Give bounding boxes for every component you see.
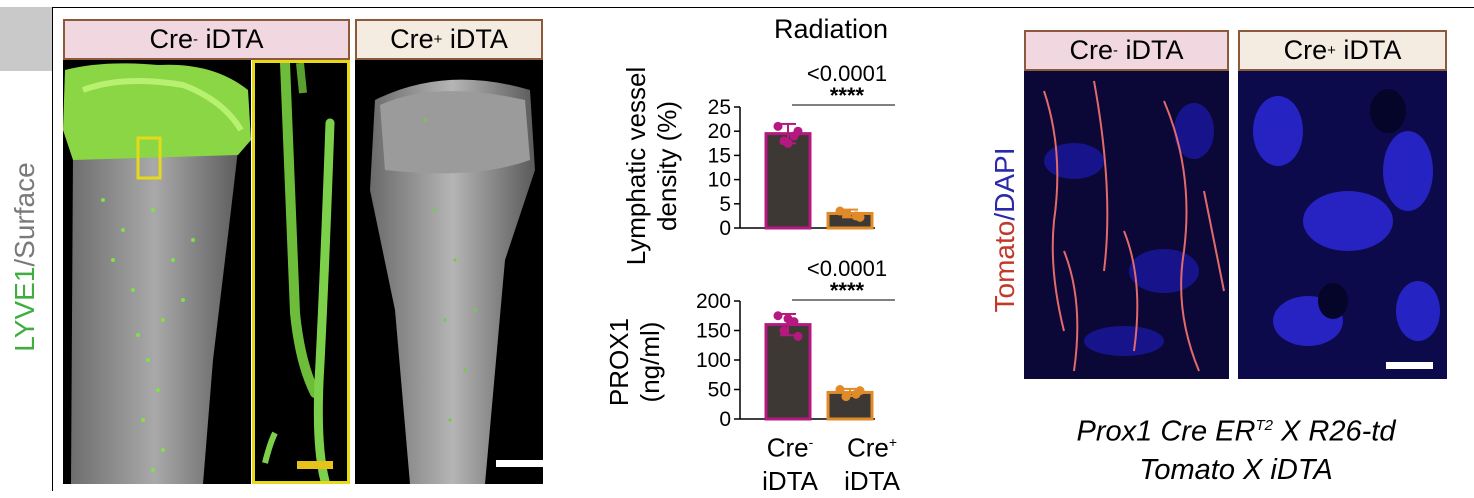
- caption-sup: T2: [1255, 417, 1273, 434]
- frame-left-border: [52, 7, 53, 491]
- fluorescence-panel-cre-neg: [1024, 71, 1229, 379]
- header-text: Cre: [1283, 35, 1328, 65]
- fluorescence-panel-cre-pos: [1238, 71, 1447, 379]
- data-point: [793, 331, 803, 341]
- header-text: Cre: [1069, 35, 1113, 65]
- y-tick-label: 150: [696, 320, 731, 343]
- data-point: [773, 121, 783, 131]
- caption-line2: Tomato X iDTA: [1139, 453, 1333, 486]
- data-point: [841, 208, 851, 218]
- data-point: [855, 212, 865, 222]
- zoom-inset-panel: [252, 60, 350, 484]
- data-point: [835, 385, 845, 394]
- prox1-chart: 0 50 100 150 200 <0.0001****: [696, 256, 895, 431]
- chart2-ylabel: PROX1 (ng/ml): [604, 302, 666, 422]
- data-point: [841, 392, 851, 402]
- bar-1: [826, 390, 874, 421]
- header-text: Cre: [149, 24, 193, 54]
- right-header-cre-pos: Cre + iDTA: [1238, 30, 1447, 71]
- header-text: Cre: [390, 24, 434, 54]
- surface-label: /Surface: [9, 162, 40, 267]
- header-suffix: iDTA: [1335, 35, 1402, 65]
- y-tick-label: 20: [708, 120, 731, 143]
- x-label-line2: iDTA: [844, 465, 900, 496]
- y-tick-label: 15: [708, 144, 731, 167]
- left-header-cre-pos: Cre + iDTA: [355, 19, 543, 60]
- p-value: <0.0001: [807, 256, 887, 281]
- chart2-ylabel-line1: PROX1: [604, 317, 634, 407]
- data-point: [783, 138, 793, 148]
- data-point: [793, 126, 803, 136]
- data-point: [779, 326, 789, 335]
- chart1-ylabel-line1: Lymphatic vessel: [621, 66, 651, 266]
- panel-tab: [0, 7, 52, 71]
- chart2-ylabel-line2: (ng/ml): [635, 321, 665, 403]
- header-sup: -: [193, 31, 198, 48]
- dapi-label: /DAPI: [989, 147, 1020, 221]
- chart1-ylabel: Lymphatic vessel density (%): [621, 66, 683, 266]
- frame-top-border: [52, 7, 1474, 8]
- bar-0: [764, 323, 812, 421]
- header-sup: +: [433, 31, 443, 48]
- y-tick-label: 0: [719, 217, 731, 240]
- x-label-sup: -: [808, 434, 814, 450]
- x-label-cre-pos: Cre+ iDTA: [822, 426, 922, 498]
- x-label-text: Cre: [846, 432, 889, 463]
- left-header-cre-neg: Cre - iDTA: [63, 19, 350, 60]
- header-sup: +: [1327, 42, 1336, 59]
- y-tick-label: 200: [696, 290, 731, 313]
- genotype-caption: Prox1 Cre ERT2 X R26-td Tomato X iDTA: [1016, 407, 1456, 489]
- data-point: [773, 311, 783, 321]
- y-tick-label: 25: [708, 96, 731, 119]
- caption-text: Prox1 Cre ER: [1076, 415, 1256, 448]
- data-point: [855, 386, 865, 396]
- p-value: <0.0001: [807, 61, 887, 86]
- y-tick-label: 0: [719, 408, 731, 431]
- data-point: [783, 314, 793, 324]
- chart-condition-title: Radiation: [774, 14, 889, 44]
- x-label-sup: +: [888, 434, 898, 450]
- left-side-label: LYVE1/Surface: [8, 147, 42, 367]
- tomato-label: Tomato: [989, 220, 1020, 313]
- significance-stars: ****: [830, 278, 865, 303]
- y-tick-label: 10: [708, 169, 731, 192]
- significance-stars: ****: [830, 83, 865, 108]
- right-header-cre-neg: Cre - iDTA: [1024, 30, 1229, 71]
- bone-3d-render-cre-pos: [355, 60, 543, 484]
- chart1-ylabel-line2: density (%): [652, 100, 682, 232]
- header-suffix: iDTA: [1118, 35, 1184, 65]
- y-tick-label: 5: [719, 193, 731, 216]
- header-sup: -: [1113, 42, 1118, 59]
- header-suffix: iDTA: [198, 24, 264, 54]
- caption-text-2: X R26-td: [1272, 415, 1396, 448]
- x-label-text: Cre: [766, 432, 809, 463]
- header-suffix: iDTA: [442, 24, 508, 54]
- bar-0: [764, 132, 812, 230]
- right-side-label: Tomato/DAPI: [988, 140, 1022, 320]
- y-tick-label: 50: [708, 379, 731, 402]
- lyve1-label: LYVE1: [9, 266, 40, 352]
- y-tick-label: 100: [696, 349, 731, 372]
- bone-3d-render-cre-neg: [63, 60, 251, 484]
